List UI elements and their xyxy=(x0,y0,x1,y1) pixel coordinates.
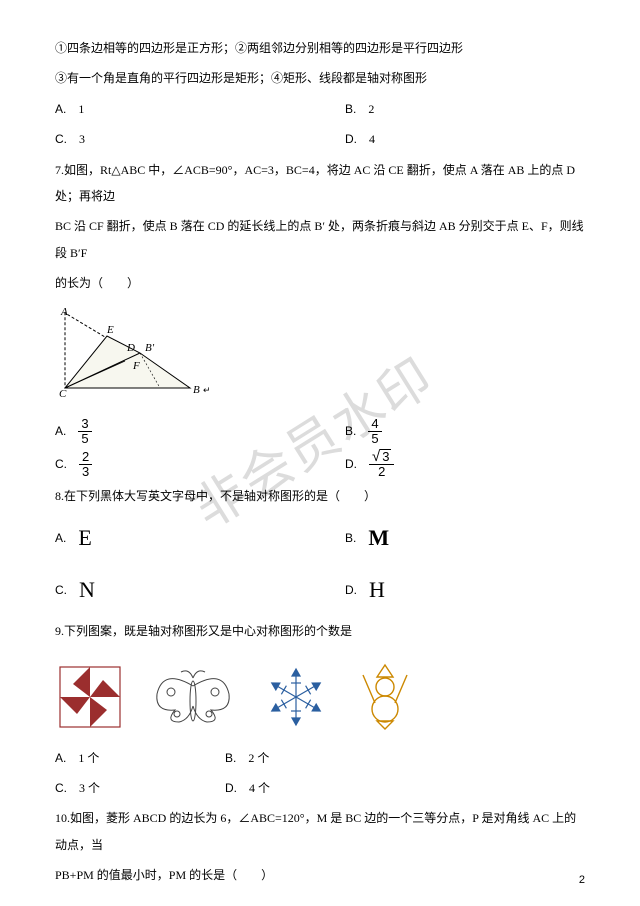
opt-label-d: D. xyxy=(345,451,357,477)
svg-text:E: E xyxy=(106,324,114,336)
q7-options-row1: A. 35 B. 45 xyxy=(55,417,585,445)
q6-opt-c: C. 3 xyxy=(55,126,345,152)
q7-diagram: A E D B' F C B ↵ xyxy=(55,303,585,407)
page-content: ①四条边相等的四边形是正方形；②两组邻边分别相等的四边形是平行四边形 ③有一个角… xyxy=(55,35,585,889)
svg-text:↵: ↵ xyxy=(203,385,210,395)
svg-text:D: D xyxy=(126,342,135,354)
snowflake-icon xyxy=(265,666,327,728)
q6-opt-a: A. 1 xyxy=(55,96,345,122)
butterfly-icon xyxy=(151,666,235,728)
q7-opt-d: D. √3 2 xyxy=(345,449,585,479)
letter-h: H xyxy=(369,566,385,614)
q10-line2: PB+PM 的值最小时，PM 的长是（ ） xyxy=(55,862,585,888)
q6-opt-b: B. 2 xyxy=(345,96,585,122)
q7-opt-c: C. 23 xyxy=(55,450,345,478)
q7-b-frac: 45 xyxy=(368,417,381,445)
svg-text:A: A xyxy=(60,306,68,318)
q7-line3: 的长为（ ） xyxy=(55,270,585,296)
q6-options-row1: A. 1 B. 2 xyxy=(55,96,585,122)
pinwheel-icon xyxy=(59,666,121,728)
q9-opt-b: B. 2 个 xyxy=(225,745,585,771)
q7-c-frac: 23 xyxy=(79,450,92,478)
q8-opt-d: D. H xyxy=(345,566,585,614)
q9-options-row2: C. 3 个 D. 4 个 xyxy=(55,775,585,801)
svg-text:F: F xyxy=(132,360,140,372)
q8-text: 8.在下列黑体大写英文字母中，不是轴对称图形的是（ ） xyxy=(55,483,585,509)
statement-2: ③有一个角是直角的平行四边形是矩形；④矩形、线段都是轴对称图形 xyxy=(55,65,585,91)
q8-opt-c: C. N xyxy=(55,566,345,614)
q7-a-frac: 35 xyxy=(78,417,91,445)
q6-opt-d: D. 4 xyxy=(345,126,585,152)
q6-a-value: 1 xyxy=(78,96,84,122)
snowman-icon xyxy=(357,663,413,731)
letter-m: M xyxy=(368,514,389,562)
q6-b-value: 2 xyxy=(368,96,374,122)
q7-line1: 7.如图，Rt△ABC 中，∠ACB=90°，AC=3，BC=4，将边 AC 沿… xyxy=(55,157,585,210)
q9-icons xyxy=(55,663,585,731)
opt-label-b: B. xyxy=(345,418,356,444)
q7-opt-b: B. 45 xyxy=(345,417,585,445)
opt-label-d: D. xyxy=(345,126,357,152)
q9-options-row1: A. 1 个 B. 2 个 xyxy=(55,745,585,771)
q7-line2: BC 沿 CF 翻折，使点 B 落在 CD 的延长线上的点 B′ 处，两条折痕与… xyxy=(55,213,585,266)
opt-label-c: C. xyxy=(55,451,67,477)
letter-e: E xyxy=(78,514,91,562)
svg-text:B: B xyxy=(193,384,200,396)
svg-text:C: C xyxy=(59,388,67,398)
q7-opt-a: A. 35 xyxy=(55,417,345,445)
q7-d-frac: √3 2 xyxy=(369,449,394,479)
q9-opt-a: A. 1 个 xyxy=(55,745,225,771)
q6-c-value: 3 xyxy=(79,126,85,152)
svg-text:B': B' xyxy=(145,342,155,354)
q6-options-row2: C. 3 D. 4 xyxy=(55,126,585,152)
q9-opt-d: D. 4 个 xyxy=(225,775,585,801)
q7-options-row2: C. 23 D. √3 2 xyxy=(55,449,585,479)
q10-line1: 10.如图，菱形 ABCD 的边长为 6，∠ABC=120°，M 是 BC 边的… xyxy=(55,805,585,858)
q8-opt-a: A. E xyxy=(55,514,345,562)
statement-1: ①四条边相等的四边形是正方形；②两组邻边分别相等的四边形是平行四边形 xyxy=(55,35,585,61)
opt-label-a: A. xyxy=(55,96,66,122)
q8-opt-b: B. M xyxy=(345,514,585,562)
opt-label-c: C. xyxy=(55,126,67,152)
q9-opt-c: C. 3 个 xyxy=(55,775,225,801)
q8-options-row1: A. E B. M xyxy=(55,514,585,562)
q9-text: 9.下列图案，既是轴对称图形又是中心对称图形的个数是 xyxy=(55,618,585,644)
opt-label-a: A. xyxy=(55,418,66,444)
letter-n: N xyxy=(79,566,95,614)
opt-label-b: B. xyxy=(345,96,356,122)
q8-options-row2: C. N D. H xyxy=(55,566,585,614)
q6-d-value: 4 xyxy=(369,126,375,152)
